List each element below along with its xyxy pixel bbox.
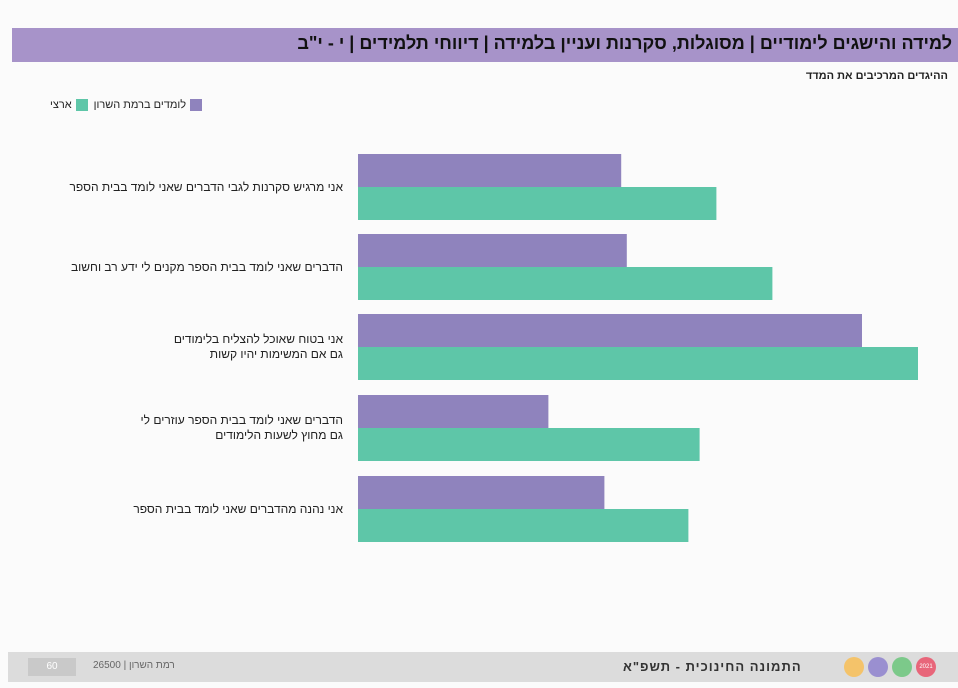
footer: 60 רמת השרון | 26500 התמונה החינוכית - ת… bbox=[8, 652, 958, 682]
bar-national-1 bbox=[358, 187, 717, 220]
bar-national-5 bbox=[358, 509, 689, 542]
footer-school-info: רמת השרון | 26500 bbox=[93, 660, 175, 671]
category-label-2: הדברים שאני לומד בבית הספר מקנים לי ידע … bbox=[3, 260, 343, 275]
bar-school-1 bbox=[358, 154, 622, 187]
category-label-line: אני מרגיש סקרנות לגבי הדברים שאני לומד ב… bbox=[69, 179, 344, 194]
bar-school-2 bbox=[358, 234, 627, 267]
category-label-5: אני נהנה מהדברים שאני לומד בבית הספר bbox=[3, 502, 343, 517]
category-label-4: הדברים שאני לומד בבית הספר עוזרים לי גם מ… bbox=[3, 413, 343, 443]
bar-national-3 bbox=[358, 347, 918, 380]
bar-national-4 bbox=[358, 428, 700, 461]
footer-dot-icon bbox=[844, 657, 864, 677]
legend-label-national: ארצי bbox=[50, 99, 72, 111]
bar-school-3 bbox=[358, 314, 862, 347]
footer-dot-icon bbox=[892, 657, 912, 677]
footer-title: התמונה החינוכית - תשפ"א bbox=[623, 659, 802, 674]
footer-dot-icon: 2021 bbox=[916, 657, 936, 677]
bar-chart bbox=[358, 154, 918, 542]
category-label-line: הדברים שאני לומד בבית הספר מקנים לי ידע … bbox=[71, 259, 343, 274]
chart-subtitle: ההיגדים המרכיבים את המדד bbox=[805, 70, 948, 82]
category-label-line: אני נהנה מהדברים שאני לומד בבית הספר bbox=[133, 501, 343, 516]
category-label-line: הדברים שאני לומד בבית הספר עוזרים לי bbox=[140, 413, 343, 427]
header-band: למידה והישגים לימודיים | מסוגלות, סקרנות… bbox=[12, 28, 958, 62]
page-number: 60 bbox=[28, 658, 76, 676]
bar-school-5 bbox=[358, 476, 605, 509]
legend-swatch-school bbox=[190, 99, 203, 111]
footer-dot-icon bbox=[868, 657, 888, 677]
category-label-line: גם אם המשימות יהיו קשות bbox=[209, 347, 343, 361]
category-label-line: גם מחוץ לשעות הלימודים bbox=[215, 428, 343, 442]
category-label-line: אני בטוח שאוכל להצליח בלימודים bbox=[173, 332, 343, 346]
legend-label-school: לומדים ברמת השרון bbox=[93, 99, 187, 111]
legend-item-school: לומדים ברמת השרון bbox=[93, 99, 203, 111]
legend-item-national: ארצי bbox=[50, 99, 88, 111]
legend-swatch-national bbox=[75, 99, 88, 111]
bar-national-2 bbox=[358, 267, 773, 300]
category-label-3: אני בטוח שאוכל להצליח בלימודים גם אם המשי… bbox=[3, 332, 343, 362]
bar-school-4 bbox=[358, 395, 549, 428]
chart-legend: לומדים ברמת השרון ארצי bbox=[50, 99, 203, 111]
page-title: למידה והישגים לימודיים | מסוגלות, סקרנות… bbox=[297, 33, 952, 53]
category-label-1: אני מרגיש סקרנות לגבי הדברים שאני לומד ב… bbox=[3, 179, 344, 195]
footer-dots: 2021 bbox=[844, 657, 936, 677]
